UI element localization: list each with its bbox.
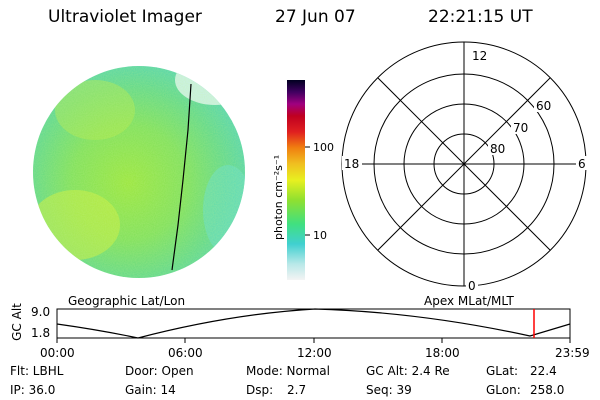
colorbar-unit-label: photon cm⁻²s⁻¹ [272,155,285,240]
lat-label-60: 60 [536,99,551,113]
mlt-label-18: 18 [344,157,359,171]
instrument-title: Ultraviolet Imager [48,7,202,27]
mlt-label-12: 12 [472,49,487,63]
colorbar-tick-10: 10 [313,229,327,242]
gc-alt-info: GC Alt: 2.4 Re [366,364,450,378]
lat-label-80: 80 [490,142,505,156]
alt-tick-high: 9.0 [31,305,51,319]
colorbar-gradient [287,80,305,280]
colorbar-tick-100: 100 [313,141,334,154]
altitude-curve [56,308,571,339]
terminator-line [171,83,192,271]
polar-mlt-plot: 12 18 6 0 60 70 80 [341,41,588,293]
time-tick-1200: 12:00 [297,346,332,360]
alt-tick-low: 1.8 [31,326,51,340]
mlt-label-6: 6 [578,157,586,171]
seq-info: Seq: 39 [366,383,412,397]
mlt-label-0: 0 [468,279,476,293]
gain-info: Gain: 14 [125,383,176,397]
lat-label-70: 70 [513,121,528,135]
apex-title: Apex MLat/MLT [424,294,514,308]
door-info: Door: Open [125,364,194,378]
orbit-altitude-panel [56,308,571,343]
time-tick-0000: 00:00 [40,346,75,360]
filter-info: Flt: LBHL [10,364,64,378]
altitude-plot-frame [56,308,571,339]
glon-value: 258.0 [530,383,565,397]
mode-info: Mode: Normal [246,364,330,378]
uv-image-disk [33,66,245,278]
geographic-title: Geographic Lat/Lon [68,294,186,308]
alt-axis-label-box: GC Alt [6,300,24,346]
alt-axis-label: GC Alt [9,303,24,341]
observation-time: 22:21:15 UT [428,7,533,27]
dsp-value: 2.7 [287,383,307,397]
dsp-label: Dsp: [246,383,274,397]
glat-value: 22.4 [530,364,557,378]
time-tick-1800: 18:00 [425,346,460,360]
glon-label: GLon: [486,383,521,397]
colorbar: 100 10 photon cm⁻²s⁻¹ [272,80,334,280]
time-tick-0600: 06:00 [168,346,203,360]
ip-info: IP: 36.0 [10,383,56,397]
observation-date: 27 Jun 07 [275,7,356,27]
time-tick-2359: 23:59 [555,346,590,360]
glat-label: GLat: [486,364,519,378]
